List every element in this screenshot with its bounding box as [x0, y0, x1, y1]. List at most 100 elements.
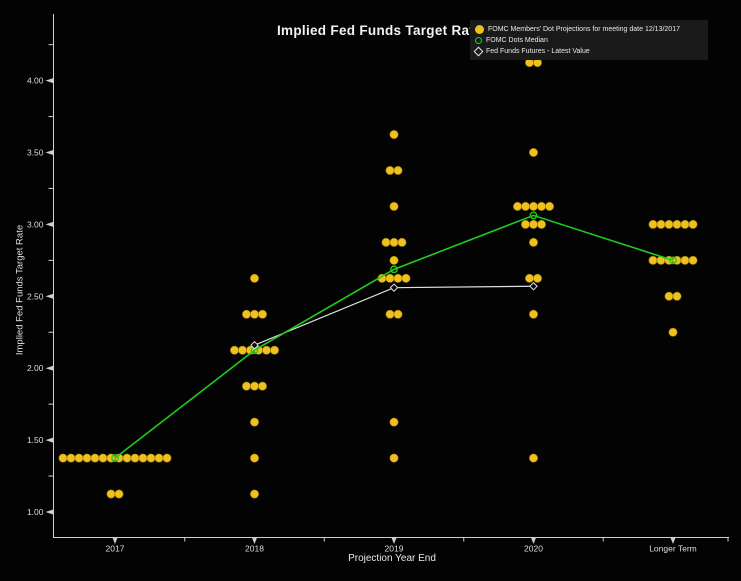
fomc-dot — [393, 309, 403, 319]
fomc-dot — [648, 255, 658, 265]
y-tick — [45, 149, 54, 156]
fomc-dot — [544, 201, 554, 211]
fomc-dot — [98, 453, 108, 463]
x-category-label: 2020 — [524, 544, 543, 554]
fomc-dot — [648, 219, 658, 229]
legend: FOMC Members' Dot Projections for meetin… — [470, 20, 708, 60]
legend-label: FOMC Dots Median — [486, 37, 548, 44]
fomc-dot — [74, 453, 84, 463]
fomc-dot — [389, 130, 399, 140]
x-category-label: 2017 — [106, 544, 125, 554]
fomc-dot — [250, 273, 260, 283]
x-tick — [112, 537, 118, 544]
y-tick-label: 1.50 — [27, 435, 44, 445]
fomc-dot — [66, 453, 76, 463]
fomc-dot — [528, 148, 538, 158]
legend-item-3[interactable]: Fed Funds Futures - Latest Value — [473, 46, 703, 57]
y-tick-label: 4.00 — [27, 76, 44, 86]
x-tick — [251, 537, 258, 544]
fomc-dot — [393, 273, 403, 283]
fomc-dot — [154, 453, 164, 463]
chart-title: Implied Fed Funds Target Rate — [277, 23, 482, 38]
x-tick — [670, 537, 676, 544]
fomc-dot — [261, 345, 271, 355]
y-tick — [45, 365, 54, 371]
fomc-dot — [250, 309, 260, 319]
fomc-dot — [536, 201, 546, 211]
fomc-dot — [82, 453, 92, 463]
fomc-dot — [257, 309, 267, 319]
fomc-dot — [528, 453, 538, 463]
fomc-dot — [680, 219, 690, 229]
fomc-dot — [250, 489, 260, 499]
open-circle-icon — [475, 37, 482, 44]
fomc-dot — [528, 201, 538, 211]
fomc-dot — [162, 453, 172, 463]
fomc-dot — [688, 255, 698, 265]
x-tick — [530, 537, 537, 544]
fomc-dot — [230, 345, 240, 355]
fomc-dot — [138, 453, 148, 463]
median-marker — [390, 265, 398, 274]
y-tick-label: 1.00 — [27, 507, 44, 517]
y-tick-label: 2.00 — [27, 363, 44, 373]
y-tick — [45, 293, 54, 299]
fomc-dot — [242, 309, 252, 319]
fomc-dot — [389, 417, 399, 427]
median-marker — [529, 211, 538, 220]
x-category-label: Longer Term — [649, 544, 697, 554]
fomc-dot — [536, 219, 546, 229]
fomc-dot — [385, 273, 395, 283]
futures-marker — [529, 281, 538, 291]
y-tick — [45, 78, 54, 84]
fomc-dot — [401, 273, 411, 283]
x-category-label: 2018 — [245, 544, 264, 554]
fomc-dot — [532, 273, 542, 283]
y-tick — [45, 437, 54, 443]
fomc-dot — [664, 291, 674, 301]
fomc-dot — [58, 453, 68, 463]
futures-marker — [389, 283, 399, 292]
fomc-dot — [680, 255, 690, 265]
legend-item-2[interactable]: FOMC Dots Median — [475, 35, 703, 46]
legend-item-1[interactable]: FOMC Members' Dot Projections for meetin… — [475, 24, 703, 35]
fomc-dot — [90, 453, 100, 463]
fomc-dot — [389, 201, 399, 211]
futures-marker — [250, 340, 259, 350]
x-axis-title: Projection Year End — [348, 553, 436, 564]
median-marker — [669, 256, 677, 265]
fomc-dot — [389, 255, 399, 265]
x-tick — [391, 537, 397, 544]
legend-label: Fed Funds Futures - Latest Value — [486, 48, 590, 55]
fomc-dot — [257, 381, 267, 391]
fomc-dot — [664, 219, 674, 229]
fomc-dot — [668, 327, 678, 337]
open-diamond-icon — [473, 46, 484, 57]
fomc-dot — [250, 381, 260, 391]
fomc-dot — [250, 453, 260, 463]
legend-label: FOMC Members' Dot Projections for meetin… — [488, 26, 680, 33]
fomc-dot — [122, 453, 132, 463]
fomc-dot — [528, 219, 538, 229]
fomc-dot — [672, 291, 682, 301]
filled-circle-icon — [475, 25, 484, 34]
fomc-dot — [520, 219, 530, 229]
fomc-dot — [385, 165, 395, 175]
x-category-label: 2019 — [385, 544, 404, 554]
y-tick — [45, 509, 54, 515]
median-line — [114, 214, 674, 459]
fomc-dot — [146, 453, 156, 463]
fomc-dot — [688, 219, 698, 229]
fomc-dot — [524, 273, 534, 283]
fomc-dot — [385, 309, 395, 319]
fomc-dot — [528, 309, 538, 319]
fomc-dot — [672, 219, 682, 229]
fomc-dot — [397, 237, 407, 247]
y-tick — [45, 221, 54, 227]
fomc-dot — [512, 201, 522, 211]
fomc-dot — [389, 453, 399, 463]
fomc-dot — [242, 381, 252, 391]
fomc-dot — [114, 489, 124, 499]
